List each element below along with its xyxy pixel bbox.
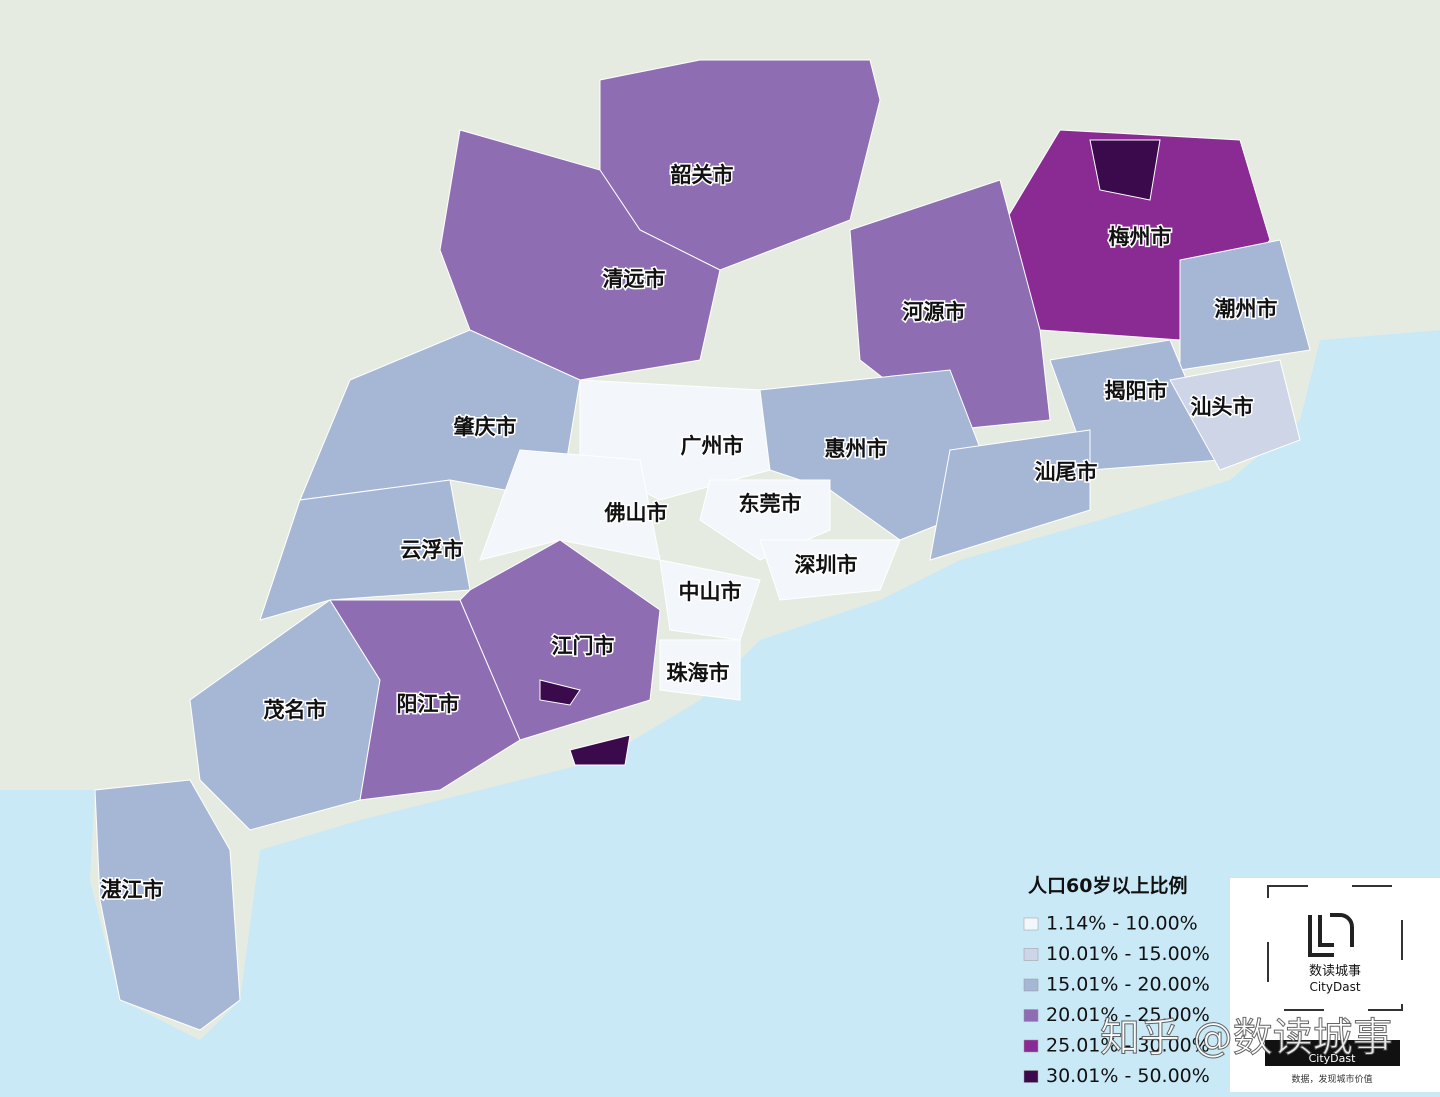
logo-bar-text: CityDast (1309, 1052, 1357, 1065)
city-region (659, 639, 741, 701)
city-label: 茂名市 (264, 698, 327, 722)
city-label: 深圳市 (795, 553, 858, 577)
city-region (259, 479, 471, 621)
logo: 数读城事 CityDast CityDast 数据，发现城市价值 (1230, 878, 1440, 1092)
watermark: 知乎 @数读城事 (1100, 1015, 1393, 1061)
legend-label: 20.01% - 25.00% (1046, 1004, 1210, 1026)
city-region (929, 429, 1091, 561)
legend: 人口60岁以上比例 1.14% - 10.00%10.01% - 15.00%1… (1023, 874, 1210, 1087)
city-label: 汕尾市 (1035, 460, 1098, 484)
city-label: 湛江市 (101, 878, 164, 902)
regions (94, 59, 1311, 1031)
logo-tagline: 数据，发现城市价值 (1291, 1073, 1372, 1085)
hotspot (569, 734, 631, 766)
city-region (439, 129, 721, 381)
city-region (329, 599, 521, 801)
legend-swatch (1023, 978, 1039, 992)
city-label: 韶关市 (671, 163, 734, 187)
city-label: 潮州市 (1215, 297, 1278, 321)
city-label: 珠海市 (667, 661, 730, 685)
logo-bar (1265, 1040, 1400, 1066)
legend-label: 30.01% - 50.00% (1046, 1065, 1210, 1087)
city-region (759, 539, 901, 601)
legend-label: 10.01% - 15.00% (1046, 943, 1210, 965)
legend-label: 25.01% - 30.00% (1046, 1035, 1210, 1057)
city-label: 广州市 (681, 434, 744, 458)
city-label: 肇庆市 (454, 415, 517, 439)
city-label: 云浮市 (401, 538, 464, 562)
logo-frame (1267, 885, 1403, 1011)
city-label: 汕头市 (1191, 395, 1254, 419)
legend-swatch (1023, 1039, 1039, 1053)
legend-title: 人口60岁以上比例 (1028, 874, 1187, 897)
logo-name: 数读城事 (1309, 964, 1361, 979)
city-label: 河源市 (903, 300, 966, 324)
legend-label: 15.01% - 20.00% (1046, 974, 1210, 996)
hotspot (1089, 139, 1161, 201)
legend-swatch (1023, 1009, 1039, 1022)
city-label: 惠州市 (825, 437, 888, 461)
city-label: 东莞市 (739, 492, 802, 516)
logo-icon (1308, 913, 1354, 957)
city-label: 佛山市 (604, 501, 668, 525)
city-label: 梅州市 (1109, 225, 1172, 249)
city-region (479, 449, 661, 561)
city-label: 阳江市 (397, 692, 460, 716)
legend-items: 1.14% - 10.00% 10.01% - 15.00% 15.01% - 20… (1023, 913, 1210, 1087)
legend-label: 1.14% - 10.00% (1046, 913, 1198, 935)
city-label: 清远市 (603, 267, 666, 291)
city-label: 江门市 (552, 634, 615, 658)
city-region (1169, 359, 1301, 471)
city-region (1179, 239, 1311, 371)
logo-name-en: CityDast (1309, 980, 1360, 994)
city-region (849, 179, 1051, 431)
city-label: 中山市 (679, 580, 742, 604)
hotspot (539, 679, 581, 706)
legend-swatch (1023, 917, 1039, 931)
legend-swatch (1023, 1070, 1039, 1083)
city-label: 揭阳市 (1105, 379, 1168, 403)
legend-swatch (1023, 948, 1039, 961)
city-region (94, 779, 241, 1031)
